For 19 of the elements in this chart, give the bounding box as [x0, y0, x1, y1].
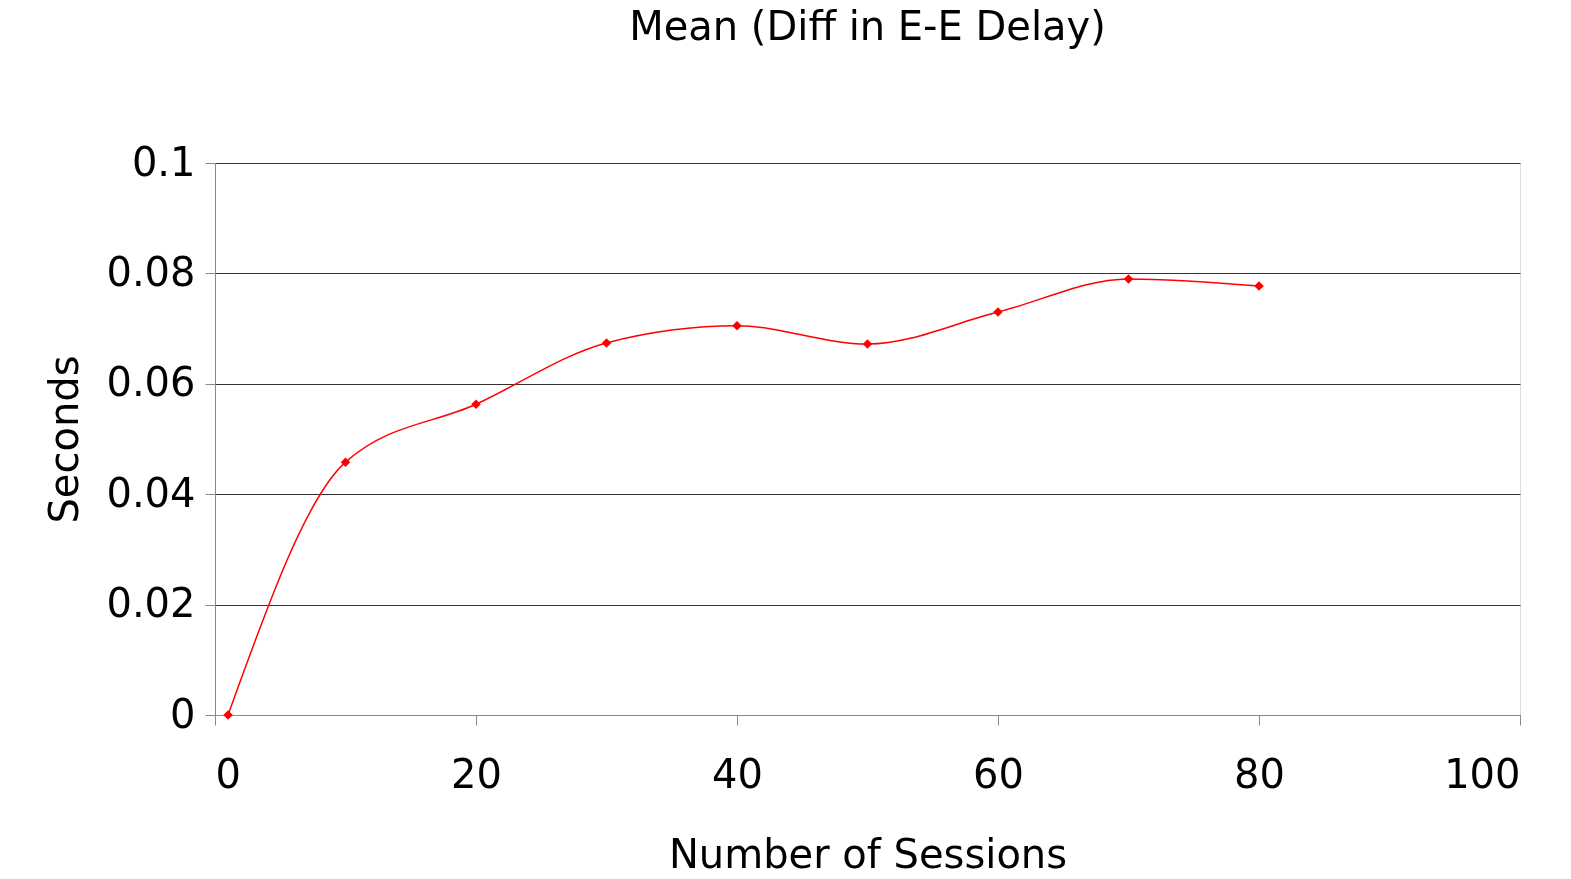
- chart-title: Mean (Diff in E-E Delay): [629, 3, 1106, 49]
- y-tick-label: 0.04: [106, 469, 196, 516]
- x-tick-label: 100: [1444, 750, 1521, 797]
- x-tick-label: 80: [1234, 750, 1285, 797]
- point: [1123, 274, 1134, 284]
- y-tick-label: 0.02: [106, 580, 196, 627]
- x-tick-label: 20: [451, 750, 502, 797]
- y-tick-label: 0: [170, 690, 196, 737]
- x-tick-label: 0: [215, 750, 241, 797]
- x-tick-label: 60: [973, 750, 1024, 797]
- y-axis-title: Seconds: [41, 355, 88, 524]
- y-tick-label: 0.1: [131, 138, 196, 185]
- point: [601, 338, 612, 348]
- y-tick-label: 0.06: [106, 359, 196, 406]
- x-tick-label: 40: [712, 750, 763, 797]
- point: [862, 339, 873, 349]
- x-axis-title: Number of Sessions: [668, 830, 1068, 877]
- point: [340, 457, 351, 467]
- y-tick-label: 0.08: [106, 248, 196, 295]
